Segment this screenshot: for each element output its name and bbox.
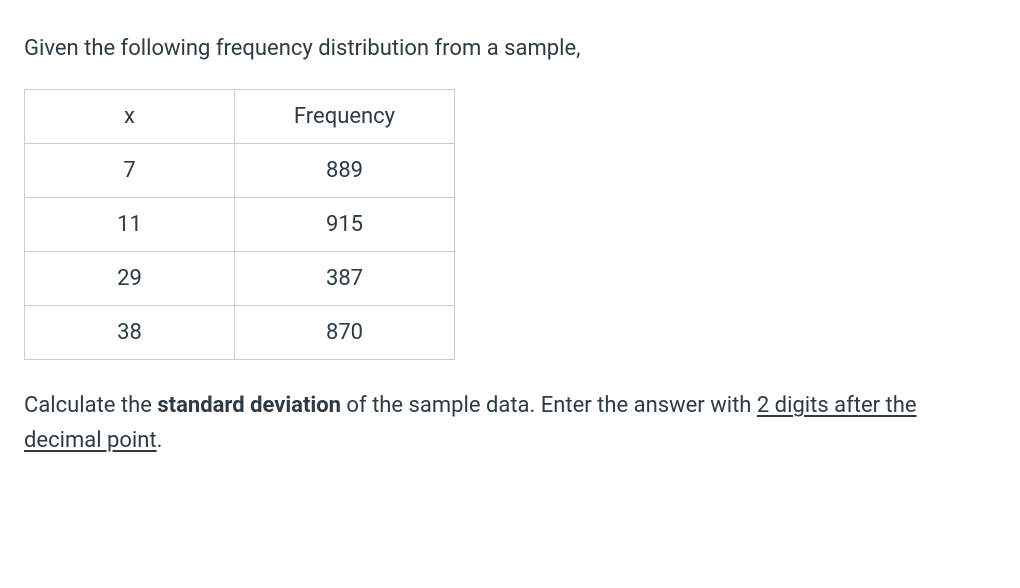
- instruction-part1: Calculate the: [24, 393, 157, 418]
- header-frequency: Frequency: [235, 90, 455, 144]
- cell-frequency: 915: [235, 198, 455, 252]
- table-row: 11 915: [25, 198, 455, 252]
- header-x: x: [25, 90, 235, 144]
- cell-frequency: 889: [235, 144, 455, 198]
- cell-x: 38: [25, 306, 235, 360]
- cell-frequency: 870: [235, 306, 455, 360]
- cell-x: 29: [25, 252, 235, 306]
- cell-frequency: 387: [235, 252, 455, 306]
- cell-x: 11: [25, 198, 235, 252]
- cell-x: 7: [25, 144, 235, 198]
- instruction-bold: standard deviation: [157, 393, 341, 418]
- table-row: 7 889: [25, 144, 455, 198]
- instruction-text: Calculate the standard deviation of the …: [24, 388, 996, 458]
- table-row: 29 387: [25, 252, 455, 306]
- table-header-row: x Frequency: [25, 90, 455, 144]
- table-row: 38 870: [25, 306, 455, 360]
- instruction-part2: of the sample data. Enter the answer wit…: [341, 393, 757, 418]
- instruction-part3: .: [157, 428, 163, 453]
- intro-text: Given the following frequency distributi…: [24, 32, 996, 65]
- frequency-table: x Frequency 7 889 11 915 29 387 38 870: [24, 89, 455, 360]
